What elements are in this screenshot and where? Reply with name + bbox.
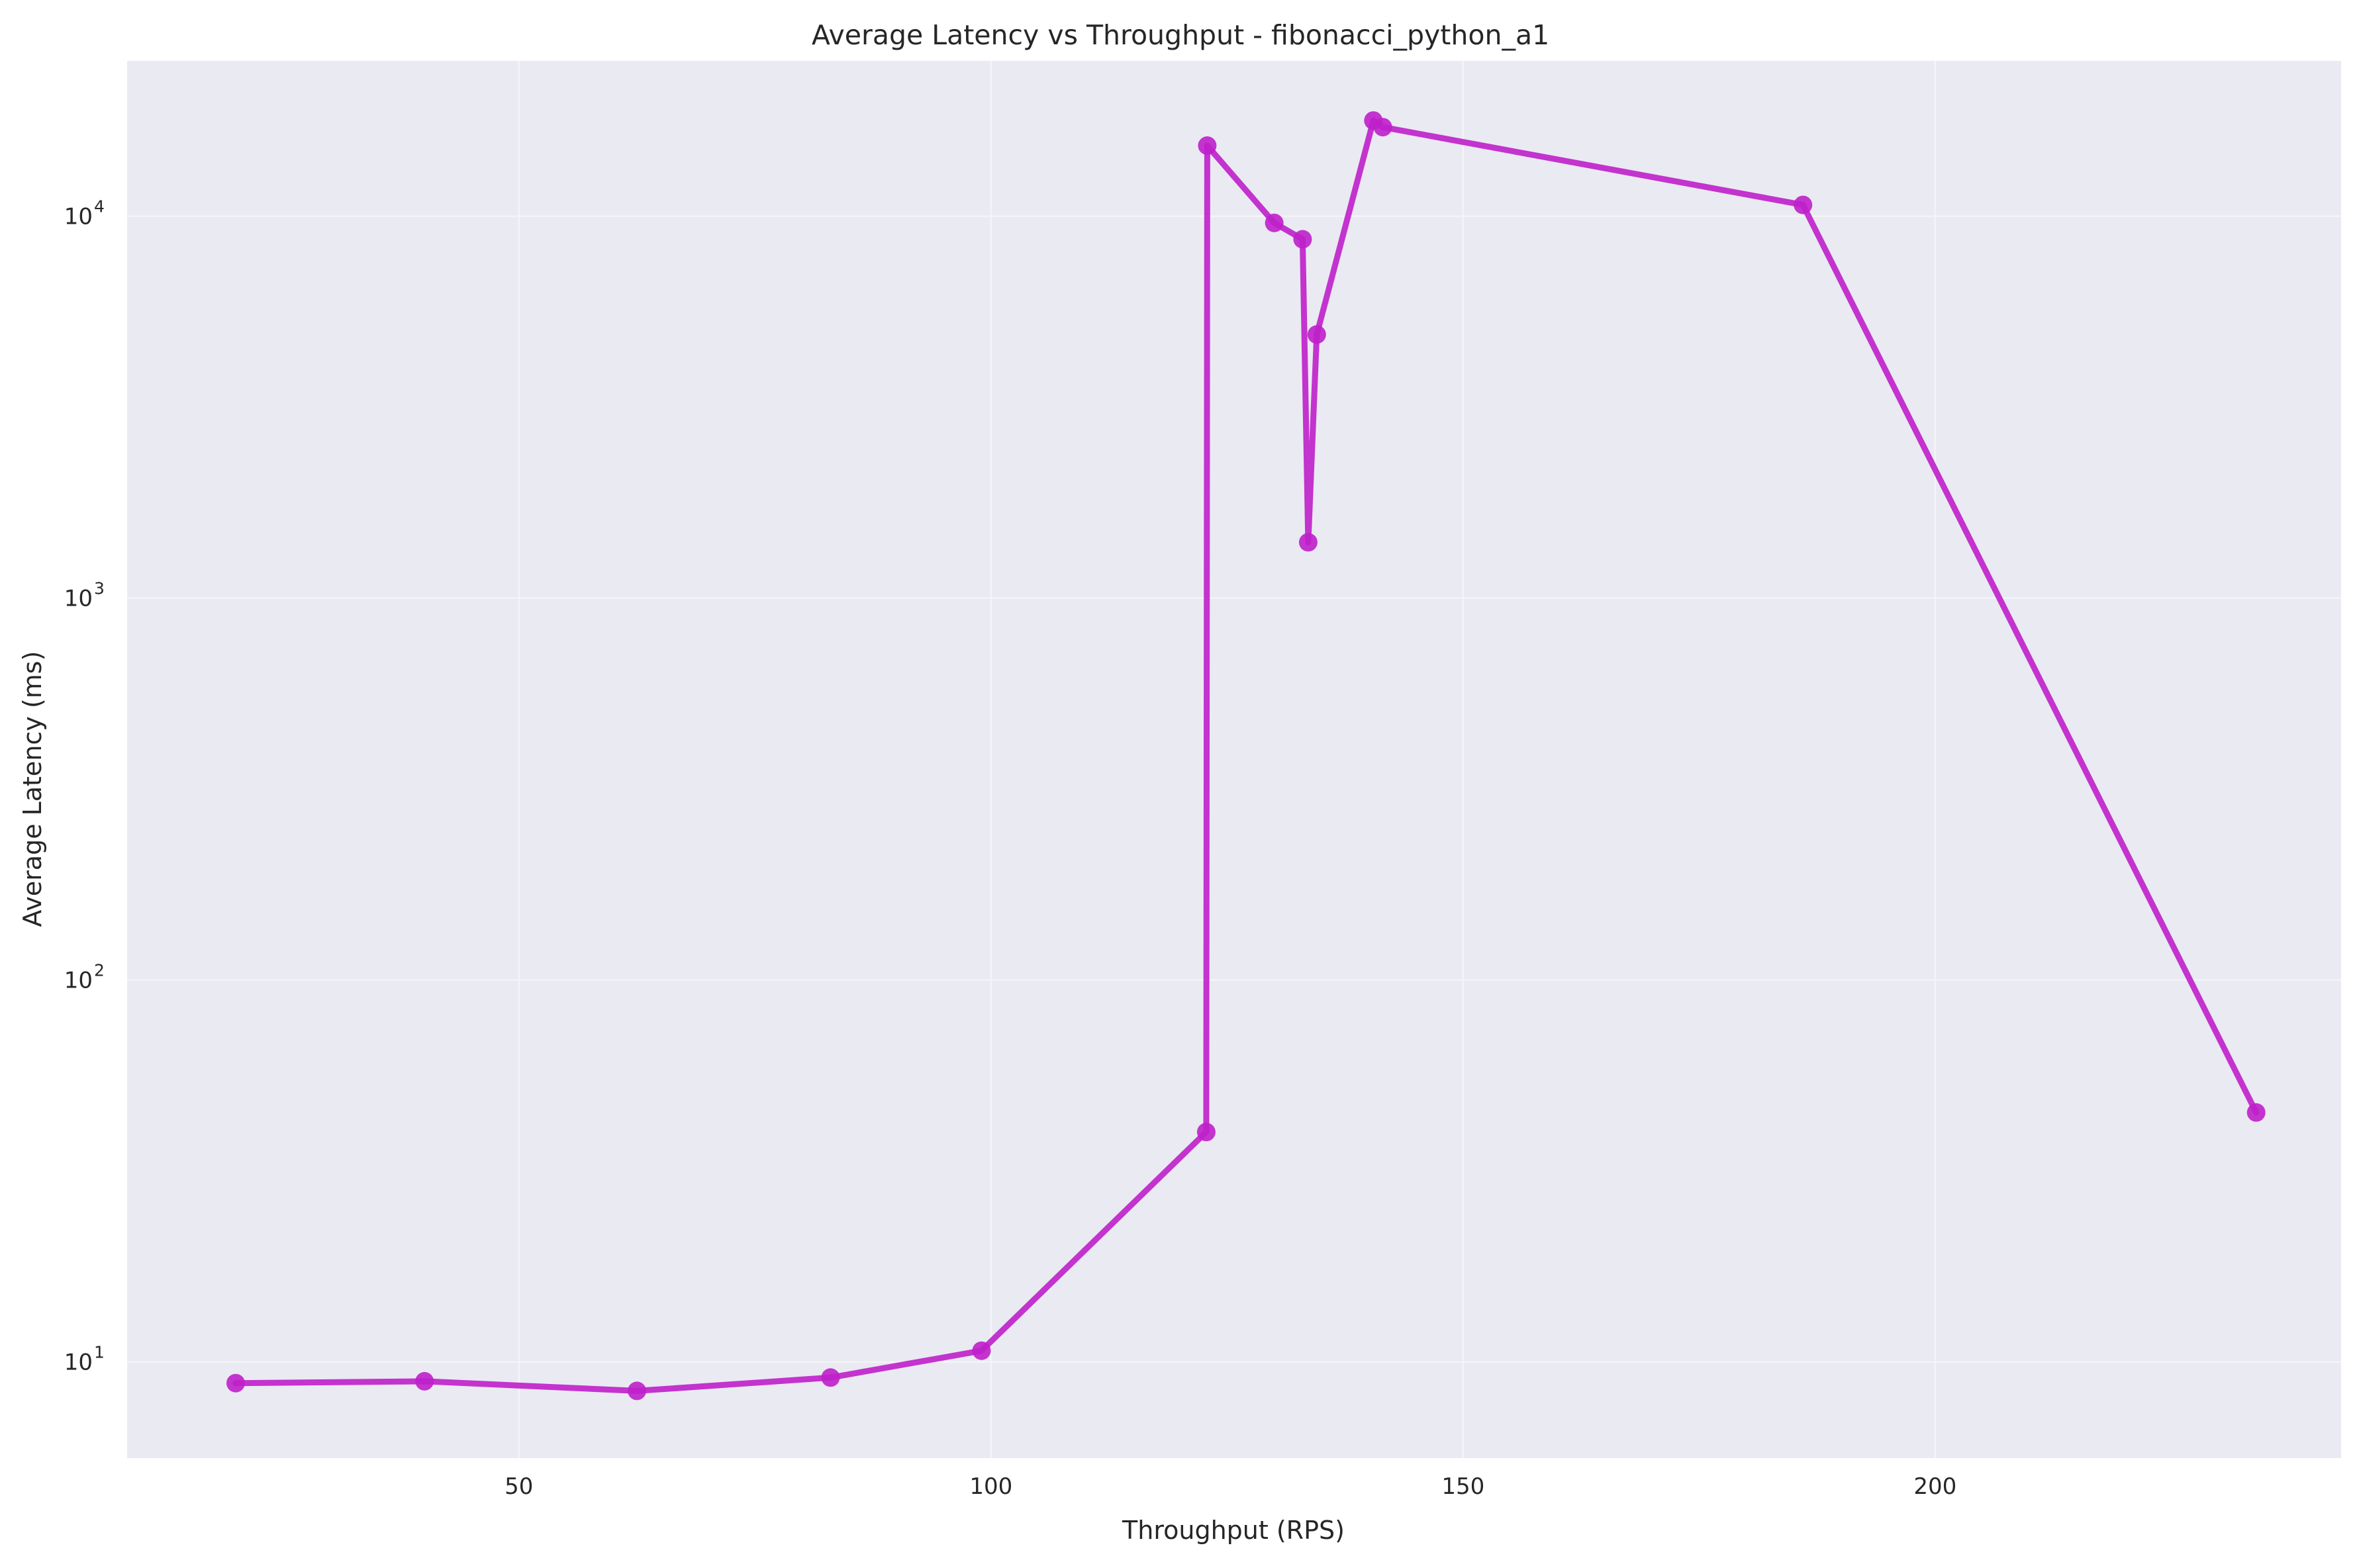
y-axis-label: Average Latency (ms) [18, 651, 47, 927]
data-point [1293, 230, 1312, 249]
y-tick-label: 10 3 [64, 579, 105, 612]
y-tick-label: 10 1 [64, 1343, 105, 1376]
x-tick-label: 50 [505, 1473, 533, 1500]
data-point [1198, 136, 1217, 155]
x-axis-label: Throughput (RPS) [1122, 1516, 1345, 1545]
y-tick-exponent: 1 [94, 1343, 105, 1362]
x-tick-label: 150 [1441, 1473, 1484, 1500]
plot-area [127, 61, 2341, 1458]
x-tick-label: 100 [969, 1473, 1012, 1500]
data-point [226, 1373, 245, 1393]
data-point [1794, 195, 1813, 214]
series-layer [226, 111, 2266, 1401]
data-point [1307, 325, 1326, 344]
x-tick-label: 200 [1913, 1473, 1956, 1500]
y-tick-base: 10 [64, 1350, 93, 1376]
y-tick-label: 10 4 [64, 197, 105, 230]
y-tick-exponent: 3 [94, 579, 105, 598]
data-point [1265, 213, 1284, 232]
grid-lines [127, 61, 2341, 1458]
data-point [415, 1371, 434, 1391]
y-tick-base: 10 [64, 968, 93, 994]
y-tick-exponent: 4 [94, 197, 105, 216]
y-tick-label: 10 2 [64, 961, 105, 994]
data-point [2246, 1103, 2266, 1122]
y-tick-base: 10 [64, 586, 93, 612]
chart-title: Average Latency vs Throughput - fibonacc… [812, 19, 1549, 51]
data-point [972, 1341, 991, 1360]
data-point [628, 1381, 646, 1401]
data-point [1196, 1123, 1216, 1142]
data-point [1298, 533, 1318, 552]
y-tick-base: 10 [64, 204, 93, 230]
data-point [1373, 118, 1392, 137]
data-point [821, 1368, 840, 1387]
y-tick-exponent: 2 [94, 961, 105, 980]
